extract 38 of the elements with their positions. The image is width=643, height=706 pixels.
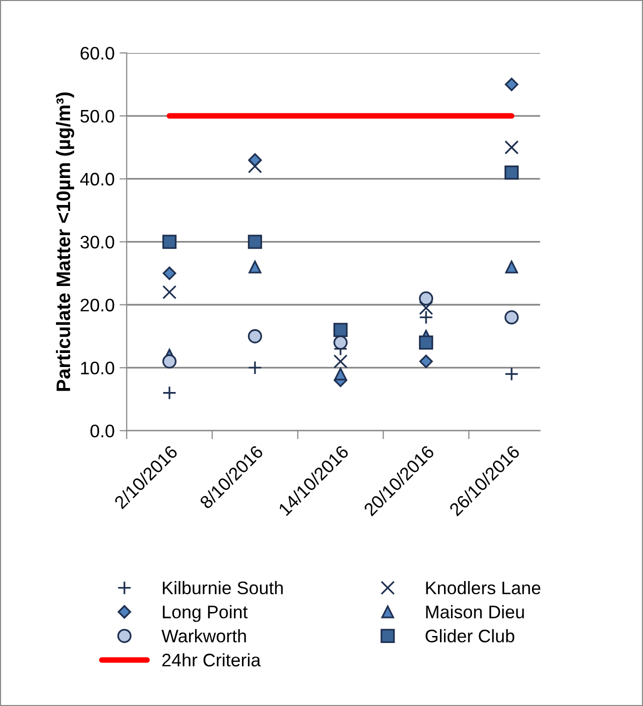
- point: [248, 329, 262, 344]
- point: [504, 140, 519, 154]
- point: [504, 310, 519, 324]
- point: [162, 386, 177, 400]
- y-tick-label: 40.0: [80, 172, 114, 186]
- legend-label: Knodlers Lane: [426, 581, 540, 594]
- point: [333, 354, 348, 368]
- legend-label: Glider Club: [426, 629, 514, 642]
- legend-label: 24hr Criteria: [162, 653, 261, 666]
- point: [248, 360, 262, 375]
- legend-label: Kilburnie South: [162, 581, 283, 594]
- point: [333, 335, 348, 350]
- y-tick-label: 0.0: [90, 424, 114, 438]
- point: [504, 78, 518, 92]
- point: [162, 234, 177, 249]
- y-tick-label: 20.0: [80, 298, 114, 312]
- y-tick-label: 10.0: [81, 362, 114, 374]
- y-tick-label: 60.0: [80, 46, 114, 60]
- point: [334, 368, 347, 380]
- point: [418, 291, 434, 306]
- y-axis-title: Particulate Matter <10µm (µg/m³): [56, 92, 74, 391]
- point: [248, 260, 262, 274]
- point: [418, 335, 434, 350]
- y-tick-label: 50.0: [80, 110, 114, 123]
- point: [162, 285, 177, 300]
- point: [248, 234, 262, 249]
- legend-label: Maison Dieu: [426, 605, 524, 618]
- point: [504, 165, 519, 180]
- point: [419, 354, 433, 368]
- point: [504, 366, 519, 382]
- point: [162, 354, 177, 368]
- legend-label: Warkworth: [162, 629, 246, 642]
- point: [505, 260, 518, 274]
- point: [162, 266, 176, 280]
- point: [248, 153, 262, 167]
- legend-label: Long Point: [162, 605, 248, 622]
- point: [333, 322, 348, 338]
- y-tick-label: 30.0: [80, 236, 114, 249]
